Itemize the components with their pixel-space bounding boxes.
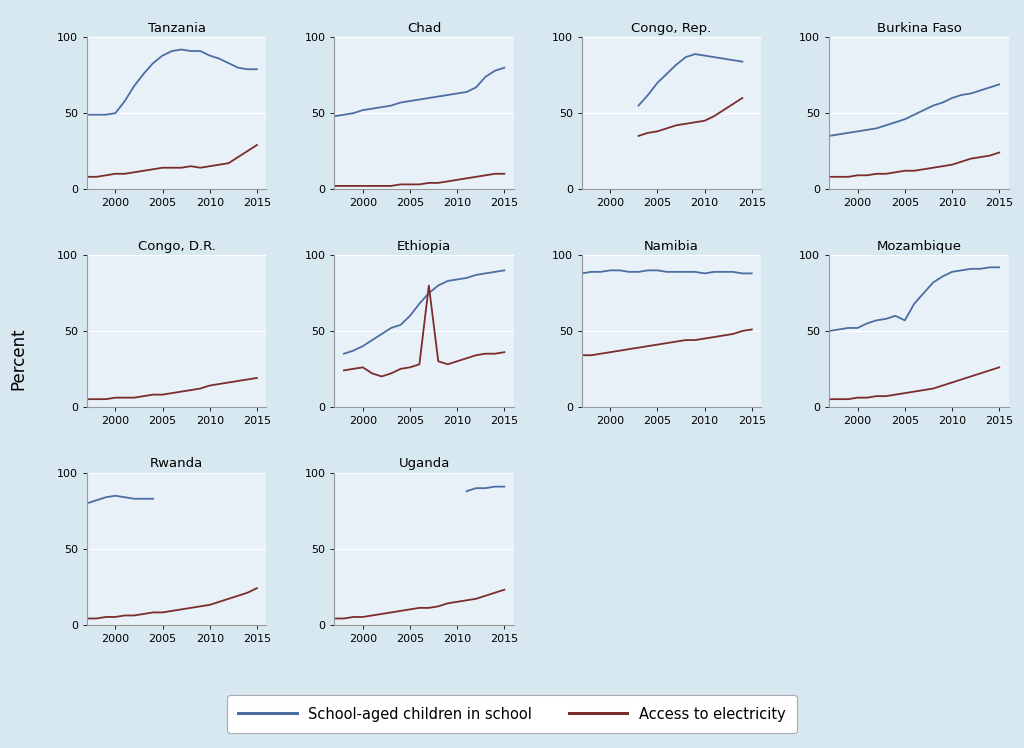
Title: Rwanda: Rwanda bbox=[151, 458, 204, 470]
Title: Burkina Faso: Burkina Faso bbox=[877, 22, 962, 35]
Title: Uganda: Uganda bbox=[398, 458, 450, 470]
Text: Percent: Percent bbox=[9, 328, 28, 390]
Title: Congo, Rep.: Congo, Rep. bbox=[632, 22, 712, 35]
Title: Chad: Chad bbox=[407, 22, 441, 35]
Title: Namibia: Namibia bbox=[644, 239, 699, 253]
Title: Ethiopia: Ethiopia bbox=[397, 239, 452, 253]
Legend: School-aged children in school, Access to electricity: School-aged children in school, Access t… bbox=[226, 695, 798, 733]
Title: Tanzania: Tanzania bbox=[147, 22, 206, 35]
Title: Congo, D.R.: Congo, D.R. bbox=[138, 239, 216, 253]
Title: Mozambique: Mozambique bbox=[877, 239, 962, 253]
